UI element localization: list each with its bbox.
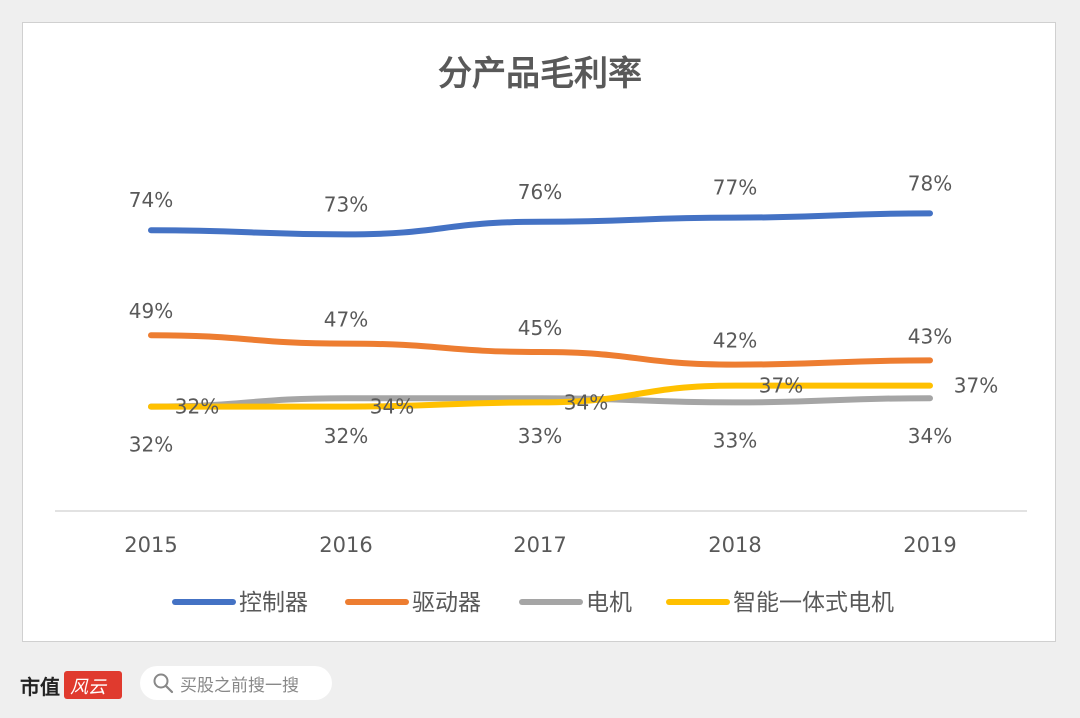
series-line-0 — [148, 210, 933, 238]
data-label-0-3: 77% — [713, 176, 757, 200]
data-label-1-2: 45% — [518, 316, 562, 340]
series-line-3 — [148, 382, 933, 410]
data-label-3-2: 34% — [564, 390, 608, 414]
search-placeholder: 买股之前搜一搜 — [180, 675, 299, 696]
data-labels-layer: 74% 73%76% 77% 78%49% 47% 45%42% 43%32% 32% 33% 3… — [129, 171, 998, 456]
x-tick-label-4: 2019 — [903, 533, 956, 557]
brand-text: 市值 — [20, 674, 60, 699]
line-chart: 分产品毛利率 74% 73% 76% 77% 78% 49% 47% 45% 42% 43% 32%… — [55, 54, 1027, 616]
data-label-0-2: 76% — [518, 180, 562, 204]
brand-badge-text: 风云 — [70, 677, 106, 698]
data-label-2-4: 34% — [908, 424, 952, 448]
data-label-3-1: 34% — [370, 395, 414, 419]
data-label-1-0: 49% — [129, 299, 173, 323]
data-label-1-4: 43% — [908, 324, 952, 348]
x-tick-label-2: 2017 — [513, 533, 566, 557]
data-label-0-1: 73% — [324, 192, 368, 216]
brand-logo: 市值 风云 — [20, 668, 122, 702]
search-icon — [153, 673, 174, 694]
data-label-1-3: 42% — [713, 329, 757, 353]
data-label-3-0: 32% — [175, 395, 219, 419]
chart-card: 分产品毛利率 74% 73% 76% 77% 78% 49% 47% 45% 42% 43% 32%… — [22, 22, 1056, 642]
data-label-1-1: 47% — [324, 308, 368, 332]
data-label-2-0: 32% — [129, 433, 173, 457]
legend-label-2: 电机 — [586, 590, 632, 616]
series-line-1 — [148, 332, 933, 368]
data-label-2-1: 32% — [324, 424, 368, 448]
data-label-2-2: 33% — [518, 424, 562, 448]
data-label-2-3: 33% — [713, 428, 757, 452]
x-tick-label-0: 2015 — [124, 533, 177, 557]
data-label-3-3: 37% — [759, 374, 803, 398]
x-tick-labels: 2015 2016 2017 2018 2019 — [124, 533, 956, 557]
legend-label-1: 驱动器 — [412, 590, 481, 616]
series-line-2 — [148, 395, 933, 410]
data-label-3-4: 37% — [954, 374, 998, 398]
data-label-0-4: 78% — [908, 171, 952, 195]
x-tick-label-1: 2016 — [319, 533, 372, 557]
legend-label-0: 控制器 — [239, 590, 308, 616]
series-layer — [148, 210, 933, 410]
legend: 控制器 驱动器 电机 智能一体式电机 — [172, 590, 894, 616]
data-label-0-0: 74% — [129, 188, 173, 212]
legend-label-3: 智能一体式电机 — [733, 590, 894, 616]
brand-badge: 风云 — [64, 671, 122, 699]
chart-title: 分产品毛利率 — [438, 54, 642, 94]
search-box[interactable]: 买股之前搜一搜 — [140, 666, 332, 700]
x-tick-label-3: 2018 — [708, 533, 761, 557]
